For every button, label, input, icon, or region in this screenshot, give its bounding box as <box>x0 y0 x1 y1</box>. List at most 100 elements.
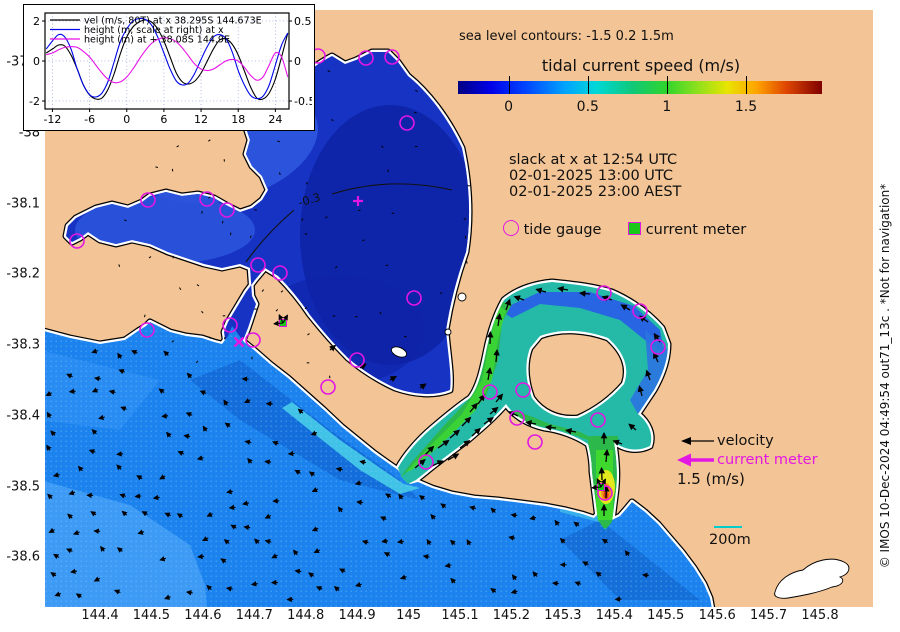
inset-yright-tick-label: -0.5 <box>294 95 312 108</box>
velocity-label: velocity <box>717 433 774 449</box>
colorbar-tick <box>666 76 668 94</box>
colorbar-tick-label: 1.5 <box>734 99 758 115</box>
tide-gauge-marker <box>139 322 155 338</box>
x-axis-tick-label: 145.1 <box>441 608 479 623</box>
tide-gauge-marker <box>650 339 666 355</box>
slack-line-2: 02-01-2025 13:00 UTC <box>509 168 674 185</box>
y-axis-tick-label: -38.3 <box>6 337 40 353</box>
colorbar-tick-label: 0.5 <box>576 99 599 115</box>
inset-yright-tick-label: 0 <box>294 55 301 68</box>
slack-line-3: 02-01-2025 23:00 AEST <box>509 184 682 201</box>
tide-gauge-marker <box>418 454 434 470</box>
x-axis-tick-label: 145.8 <box>801 608 839 623</box>
x-axis-tick-label: 145.7 <box>749 608 788 623</box>
inset-legend-label: height (m, scale at right) at x <box>84 25 224 36</box>
current-meter-legend-icon <box>628 222 642 235</box>
colorbar-tick-label: 1 <box>662 99 672 115</box>
tide-gauge-marker <box>219 202 235 218</box>
inset-x-tick-label: 24 <box>268 113 282 126</box>
colorbar-tick <box>746 76 747 94</box>
inset-legend-label: height (m) at + 38.08S 144.9E <box>84 35 230 46</box>
slack-line-1: slack at x at 12:54 UTC <box>509 152 678 168</box>
y-axis-tick-label: -38.1 <box>6 196 40 212</box>
colorbar-tick-label: 0 <box>504 99 514 115</box>
inset-series-height_plus <box>46 37 289 84</box>
colorbar <box>458 76 822 94</box>
x-axis-tick-label: 144.8 <box>287 608 325 623</box>
scale-label: 200m <box>709 532 751 548</box>
colorbar-title: tidal current speed (m/s) <box>541 56 741 75</box>
tide-gauge-marker <box>250 257 266 273</box>
white-island <box>774 558 850 599</box>
x-axis-tick-label: 145.3 <box>544 608 582 623</box>
tide-gauge-marker <box>632 303 648 319</box>
current-meter-markers <box>273 314 606 491</box>
velocity-legend-arrows <box>677 437 714 467</box>
y-axis-tick-label: -38.5 <box>6 479 40 494</box>
tide-gauge-marker <box>199 191 215 207</box>
y-axis-tick-label: -38.2 <box>6 266 40 282</box>
inset-yright-tick-label: 0.5 <box>294 15 312 28</box>
tide-gauge-marker <box>406 290 422 306</box>
tide-gauge-legend-icon <box>503 220 519 236</box>
inset-series-height_x <box>45 17 289 100</box>
tide-gauge-markers <box>69 48 666 501</box>
inset-timeseries-panel: -12 -6 0 6 12 18 24 2 0 -2 0.5 0 -0.5 vel (m/s, 80T) … <box>23 4 315 131</box>
contour-label: -0.3 <box>297 190 322 210</box>
tide-gauge-marker <box>384 49 400 65</box>
tide-gauge-marker <box>482 384 498 400</box>
x-axis-tick-label: 145.6 <box>698 608 736 623</box>
inset-x-tick-label: 18 <box>231 113 245 126</box>
x-axis-tick-label: 145.5 <box>647 608 685 623</box>
inset-yleft-tick-label: 0 <box>33 55 40 68</box>
x-axis-tick-label: 144.4 <box>81 608 119 623</box>
colorbar-tick <box>508 76 510 94</box>
copyright-note: © IMOS 10-Dec-2024 04:49:54 out71_13c . … <box>878 183 892 569</box>
speed-reference-label: 1.5 (m/s) <box>677 470 745 488</box>
tide-gauge-marker <box>527 434 543 450</box>
colorbar-tick <box>587 76 589 94</box>
y-axis-tick-label: -38.6 <box>6 549 40 565</box>
x-axis-tick-label: 144.7 <box>235 608 273 623</box>
tide-gauge-marker <box>358 50 374 66</box>
tide-gauge-marker <box>399 115 415 131</box>
x-axis-tick-label: 145 <box>396 608 422 623</box>
inset-legend-label: vel (m/s, 80T) at x 38.295S 144.673E <box>84 16 262 27</box>
inset-yleft-tick-label: -2 <box>29 95 40 108</box>
tide-gauge-marker <box>509 410 525 426</box>
tide-gauge-legend-label: tide gauge <box>523 222 602 238</box>
tide-gauge-marker <box>272 265 288 281</box>
x-axis-tick-label: 144.9 <box>338 608 376 623</box>
tide-gauge-marker <box>596 285 612 301</box>
inset-x-tick-label: 12 <box>194 113 208 126</box>
tide-gauge-marker <box>69 233 85 249</box>
tide-gauge-marker <box>320 379 336 395</box>
marker-legend: tide gauge current meter <box>503 220 746 238</box>
current-meter-legend-label: current meter <box>645 222 747 238</box>
tide-gauge-marker <box>140 192 156 208</box>
current-meter-arrow-label: current meter <box>717 452 818 468</box>
x-axis-tick-label: 144.5 <box>132 608 170 623</box>
inset-yleft-tick-label: 2 <box>33 15 40 28</box>
map-area: -0.3 <box>45 10 873 607</box>
x-axis-tick-label: 145.2 <box>492 608 530 623</box>
reference-markers <box>233 196 363 348</box>
y-axis-tick-label: -38.4 <box>6 408 40 424</box>
sandbank-islets <box>390 292 850 599</box>
slack-time-block: slack at x at 12:54 UTC 02-01-2025 13:00… <box>509 152 681 201</box>
inset-timeseries-chart: -12 -6 0 6 12 18 24 2 0 -2 0.5 0 -0.5 vel (m/s, 80T) … <box>29 12 315 126</box>
tide-gauge-marker <box>515 382 531 398</box>
inset-x-tick-label: 0 <box>123 113 130 126</box>
x-axis-tick-label: 145.4 <box>595 608 633 623</box>
tide-gauge-marker <box>349 352 365 368</box>
x-axis-tick-label: 144.6 <box>184 608 222 623</box>
tide-gauge-marker <box>245 332 261 348</box>
inset-x-tick-label: 6 <box>160 113 167 126</box>
sea-level-contour: -0.3 <box>245 183 453 263</box>
tide-gauge-marker <box>222 317 238 333</box>
sea-level-note: sea level contours: -1.5 0.2 1.5m <box>459 29 674 44</box>
tide-gauge-marker <box>590 412 606 428</box>
inset-x-tick-label: -12 <box>43 113 61 126</box>
